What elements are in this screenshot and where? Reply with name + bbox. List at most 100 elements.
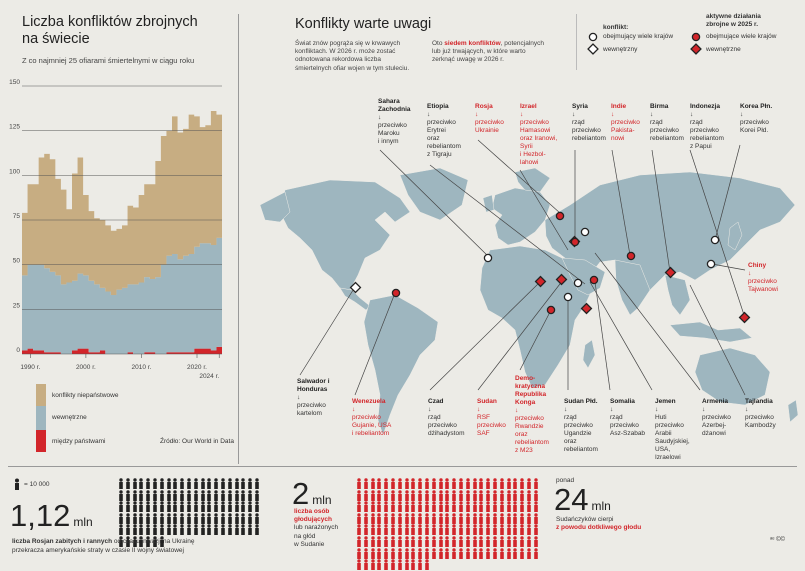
marker-russia: [555, 211, 565, 221]
person-icon: [207, 524, 212, 536]
person-icon: [173, 489, 178, 501]
label-china-line: przeciwko: [748, 278, 777, 285]
person-icon: [465, 501, 470, 513]
madagascar-shape: [582, 339, 596, 369]
person-icon: [411, 489, 416, 501]
label-top-3: Izrael ↓ przeciwko Hamasowi oraz Iranowi, Syr…: [520, 103, 568, 167]
person-icon: [425, 489, 429, 501]
legend-active-label: aktywne działania zbrojne w 2025 r.: [706, 13, 761, 29]
label-line: ↓: [378, 114, 382, 121]
y-tick-label: 50: [13, 258, 21, 265]
person-icon: [404, 559, 409, 571]
person-icon: [234, 524, 239, 536]
person-icon: [465, 536, 470, 547]
label-line: ↓: [745, 406, 749, 413]
person-icon: [445, 513, 450, 524]
person-icon: [499, 489, 504, 501]
person-icon: [193, 524, 198, 536]
label-heading: Indonezja: [690, 103, 720, 110]
label-line: przeciwko: [572, 127, 601, 134]
label-line: Korei Płd.: [740, 127, 769, 134]
leader-line-yemen: [589, 281, 653, 391]
label-line: rebeliantom: [650, 135, 684, 142]
person-icon: [377, 489, 382, 501]
label-line: Pakista-: [611, 127, 635, 134]
person-icon: [119, 501, 123, 513]
y-tick-label: 150: [9, 79, 20, 86]
person-icon: [255, 524, 259, 536]
label-line: Izraelowi: [655, 454, 681, 461]
person-icon: [384, 501, 388, 513]
map-intro2-line: lub już trwających, w które warto: [432, 48, 526, 56]
person-icon: [132, 536, 137, 547]
person-icon: [486, 513, 490, 524]
marker-india: [626, 251, 636, 261]
person-icon: [200, 524, 205, 536]
legend-conflict-label: konflikt:: [603, 24, 629, 31]
person-icon: [527, 547, 531, 559]
person-icon: [384, 536, 388, 547]
person-icon: [418, 478, 422, 489]
stat1-desc-bold: liczba Rosjan zabitych i rannych: [12, 538, 113, 545]
person-icon: [391, 536, 395, 547]
person-icon: [363, 513, 368, 524]
person-icon: [533, 501, 538, 513]
person-icon: [159, 489, 164, 501]
map-intro: Świat znów pogrąża się w krwawych konfli…: [295, 40, 409, 73]
person-icon: [527, 513, 531, 524]
label-line: rebeliantom: [690, 135, 724, 142]
person-icon: [377, 501, 382, 513]
person-icon: [187, 489, 191, 501]
person-icon: [255, 513, 259, 524]
label-line: ↓: [690, 111, 694, 118]
source-note: Źródło: Our World in Data: [160, 438, 234, 445]
person-icon: [486, 478, 490, 489]
person-icon: [357, 513, 361, 524]
leader-line-india: [611, 149, 631, 256]
map-title: Konflikty warte uwagi: [295, 16, 432, 32]
label-china: Chiny ↓ przeciwko Tajwanowi: [748, 262, 778, 294]
label-china-line: Tajwanowi: [748, 286, 778, 293]
person-icon: [479, 547, 484, 559]
label-line: Gujanie, USA: [352, 422, 392, 429]
person-icon: [214, 489, 218, 501]
person-icon: [459, 524, 463, 536]
area-nonstate: [22, 111, 222, 296]
label-line: rebeliantom: [564, 446, 598, 453]
person-icon: [425, 513, 429, 524]
person-icon: [459, 513, 463, 524]
person-icon: [132, 478, 137, 489]
person-icon: [499, 536, 504, 547]
person-icon: [493, 513, 497, 524]
leader-line-salvador: [299, 286, 356, 376]
person-icon: [527, 501, 531, 513]
stat2-desc-bold: liczba osób: [294, 508, 330, 515]
person-icon: [431, 478, 436, 489]
person-icon: [438, 478, 443, 489]
person-icon: [146, 501, 150, 513]
label-line: z M23: [515, 447, 533, 454]
person-icon: [533, 536, 538, 547]
person-icon: [363, 524, 368, 536]
person-icon: [125, 489, 130, 501]
legend-internal-label: wewnętrzny: [603, 46, 638, 53]
person-icon: [493, 478, 497, 489]
map-intro-2: Oto siedem konfliktów, potencjalnych lub…: [432, 40, 544, 65]
person-icon: [234, 478, 239, 489]
label-line: oraz: [427, 135, 440, 142]
person-icon: [153, 489, 157, 501]
alaska-shape: [259, 191, 291, 223]
person-icon: [227, 501, 232, 513]
leader-line-chad: [429, 281, 541, 391]
person-icon: [187, 501, 191, 513]
leader-line-russia: [477, 139, 561, 214]
person-icon: [404, 536, 409, 547]
stat1-desc-line2: przekracza amerykańskie straty w czasie …: [12, 546, 184, 554]
person-icon: [397, 547, 402, 559]
leader-line-burma: [651, 149, 671, 273]
person-icon: [173, 513, 178, 524]
person-icon: [391, 513, 395, 524]
label-line: i innym: [378, 138, 399, 145]
person-icon: [125, 478, 130, 489]
person-icon: [357, 489, 361, 501]
